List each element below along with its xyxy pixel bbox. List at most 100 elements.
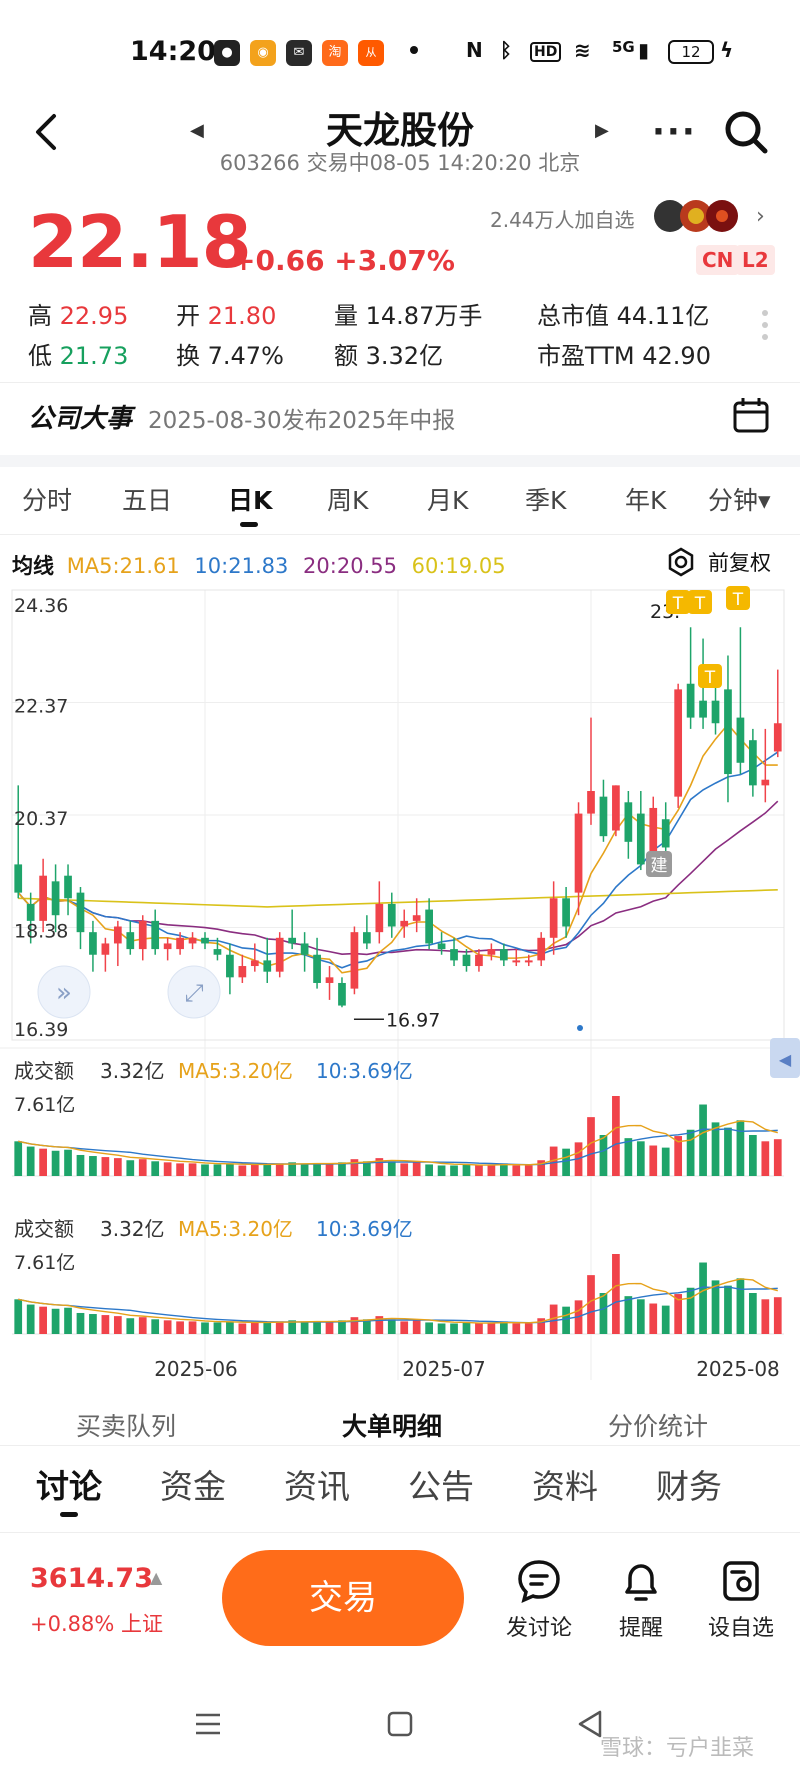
index-value[interactable]: 3614.73 bbox=[30, 1563, 153, 1594]
volume-bar bbox=[649, 1145, 658, 1176]
price-adjust-label[interactable]: 前复权 bbox=[708, 551, 771, 575]
back-icon[interactable] bbox=[28, 112, 68, 152]
app-icon: 从 bbox=[358, 40, 384, 66]
back-nav-icon[interactable] bbox=[572, 1706, 608, 1742]
volume-bar bbox=[375, 1158, 384, 1176]
tab-weekly-k[interactable]: 周K bbox=[327, 486, 369, 515]
l2-badge[interactable]: L2 bbox=[736, 245, 775, 275]
volume-bar bbox=[39, 1148, 47, 1176]
tab-intraday[interactable]: 分时 bbox=[22, 486, 73, 515]
discuss-label: 发讨论 bbox=[505, 1616, 572, 1641]
tab-monthly-k[interactable]: 月K bbox=[427, 486, 469, 515]
cn-badge[interactable]: CN bbox=[696, 245, 740, 275]
tab-announcements[interactable]: 公告 bbox=[408, 1467, 474, 1506]
candle bbox=[338, 982, 346, 1006]
candle bbox=[674, 689, 683, 797]
follower-avatars[interactable] bbox=[652, 198, 748, 234]
candle bbox=[113, 926, 122, 944]
remind-label: 提醒 bbox=[618, 1616, 663, 1641]
volume-bar bbox=[512, 1165, 521, 1176]
app-notification-icon: ● bbox=[214, 40, 240, 66]
volume-bar bbox=[749, 1135, 757, 1176]
tab-news[interactable]: 资讯 bbox=[284, 1467, 350, 1506]
stats-expand-icon[interactable] bbox=[762, 310, 768, 346]
candle bbox=[226, 954, 234, 978]
volume-bar bbox=[300, 1322, 309, 1334]
volume-value: 3.32亿 bbox=[100, 1059, 165, 1083]
tab-large-orders[interactable]: 大单明细 bbox=[342, 1412, 443, 1441]
next-stock-icon[interactable]: ▶ bbox=[595, 120, 609, 141]
tab-price-stats[interactable]: 分价统计 bbox=[608, 1412, 709, 1441]
candle bbox=[661, 819, 670, 848]
ma-legend: 均线 MA5:21.61 10:21.83 20:20.55 60:19.05 bbox=[12, 550, 506, 580]
current-position-dot bbox=[577, 1025, 583, 1031]
index-change[interactable]: +0.88% 上证 bbox=[30, 1612, 163, 1636]
price-change: +0.66 +3.07% bbox=[232, 244, 455, 277]
trade-button[interactable]: 交易 bbox=[222, 1550, 464, 1646]
menu-nav-icon[interactable] bbox=[190, 1706, 226, 1742]
volume-bar bbox=[163, 1320, 172, 1334]
events-title[interactable]: 公司大事 bbox=[28, 404, 133, 434]
volume-value: 3.32亿 bbox=[100, 1217, 165, 1241]
tab-profile[interactable]: 资料 bbox=[532, 1467, 598, 1506]
expand-left-button bbox=[37, 965, 91, 1019]
add-watchlist-button[interactable]: 设自选 bbox=[696, 1558, 786, 1642]
followers-count[interactable]: 2.44万人加自选 bbox=[490, 208, 635, 232]
home-nav-icon[interactable] bbox=[382, 1706, 418, 1742]
candle bbox=[201, 937, 209, 944]
volume-ma5: MA5:3.20亿 bbox=[178, 1059, 293, 1083]
active-tab-indicator bbox=[240, 522, 258, 527]
status-time: 14:20 bbox=[130, 36, 216, 67]
candle bbox=[587, 791, 595, 814]
stat-amount: 额 3.32亿 bbox=[334, 342, 444, 370]
watchlist-icon bbox=[723, 1561, 759, 1601]
candle bbox=[188, 937, 197, 944]
volume-bar bbox=[313, 1163, 321, 1176]
settings-gear-icon[interactable] bbox=[666, 547, 696, 577]
calendar-icon[interactable] bbox=[732, 396, 770, 434]
volume-bar bbox=[325, 1322, 334, 1334]
tab-five-day[interactable]: 五日 bbox=[122, 486, 173, 515]
candle bbox=[487, 949, 496, 955]
candle bbox=[612, 785, 620, 831]
tab-discussion[interactable]: 讨论 bbox=[36, 1467, 102, 1506]
tab-daily-k[interactable]: 日K bbox=[228, 486, 273, 515]
bluetooth-icon: ᛒ bbox=[500, 38, 512, 62]
prev-stock-icon[interactable]: ◀ bbox=[190, 120, 204, 141]
candle bbox=[300, 943, 309, 955]
volume-bar bbox=[113, 1316, 122, 1334]
volume-bar bbox=[612, 1254, 620, 1334]
events-text[interactable]: 2025-08-30发布2025年中报 bbox=[148, 408, 456, 434]
volume-bar bbox=[624, 1296, 633, 1334]
status-bar: 14:20 ● ◉ ✉ 淘 从 N ᛒ HD ≋ 5G ▮ 12 ϟ bbox=[0, 0, 800, 100]
remind-button[interactable]: 提醒 bbox=[596, 1558, 686, 1642]
chevron-right-icon[interactable]: › bbox=[756, 204, 765, 229]
volume-bar bbox=[724, 1127, 732, 1176]
more-icon[interactable]: ··· bbox=[652, 112, 697, 152]
t-marker-label: T bbox=[694, 594, 706, 614]
build-marker-label: 建 bbox=[651, 856, 668, 876]
volume-bar bbox=[686, 1129, 695, 1176]
x-axis-label: 2025-08 bbox=[696, 1357, 780, 1380]
volume-bar bbox=[462, 1322, 471, 1334]
candle bbox=[499, 949, 508, 961]
volume-bar bbox=[612, 1096, 620, 1176]
candle bbox=[101, 943, 110, 955]
ma-label: 均线 bbox=[12, 554, 54, 578]
volume-bar bbox=[275, 1163, 284, 1176]
candle bbox=[138, 920, 147, 950]
candle bbox=[425, 909, 433, 944]
tab-funds[interactable]: 资金 bbox=[160, 1467, 226, 1506]
tab-quarterly-k[interactable]: 季K bbox=[525, 486, 567, 515]
tab-minute[interactable]: 分钟▾ bbox=[708, 486, 771, 515]
candle bbox=[462, 954, 471, 967]
volume-ma5-line bbox=[18, 1120, 778, 1166]
candle bbox=[524, 960, 533, 963]
search-icon[interactable] bbox=[722, 108, 770, 156]
tab-financials[interactable]: 财务 bbox=[656, 1467, 722, 1506]
candle bbox=[14, 864, 23, 893]
tab-order-queue[interactable]: 买卖队列 bbox=[76, 1412, 177, 1441]
discuss-button[interactable]: 发讨论 bbox=[494, 1558, 584, 1642]
tab-yearly-k[interactable]: 年K bbox=[625, 486, 667, 515]
